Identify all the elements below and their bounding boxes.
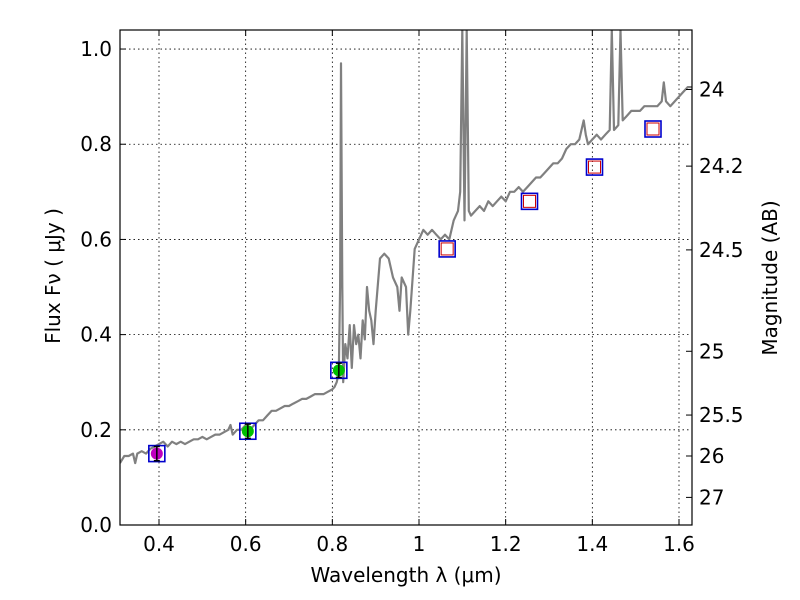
y-tick-label: 1.0 <box>80 37 112 61</box>
y-axis-label: Flux Fν ( μJy ) <box>41 208 65 344</box>
photometry-box <box>585 158 604 176</box>
model-flux-square <box>588 160 601 174</box>
spectrum-line <box>120 30 692 465</box>
photometry-point <box>585 158 604 176</box>
photometry-box <box>644 120 662 138</box>
right-tick-label: 24.2 <box>699 154 744 178</box>
photometry-box <box>438 240 456 258</box>
x-tick-label: 1 <box>413 532 426 556</box>
spectrum-series <box>120 30 692 465</box>
x-tick-label: 0.6 <box>230 532 262 556</box>
photometry-point <box>330 361 348 380</box>
model-flux-square <box>646 122 660 136</box>
model-flux-square <box>523 194 536 208</box>
grid <box>120 30 692 526</box>
x-axis-label: Wavelength λ (μm) <box>310 563 501 587</box>
x-axis-ticks: 0.4 0.6 0.8 1 1.2 1.4 1.6 <box>143 30 695 556</box>
right-axis-label: Magnitude (AB) <box>758 200 782 355</box>
x-tick-label: 0.4 <box>143 532 175 556</box>
plot-area <box>120 30 692 525</box>
photometry-box <box>520 192 539 211</box>
right-tick-label: 24.5 <box>699 238 744 262</box>
right-tick-label: 25 <box>699 339 724 363</box>
photometry-point <box>520 192 539 211</box>
x-tick-label: 1.6 <box>663 532 695 556</box>
right-tick-label: 25.5 <box>699 403 744 427</box>
photometry-box <box>239 422 257 441</box>
y-tick-label: 0.8 <box>80 132 112 156</box>
right-axis-ticks: 24 24.2 24.5 25 25.5 26 27 <box>686 77 744 509</box>
y-tick-label: 0.6 <box>80 227 112 251</box>
photometry-markers <box>148 120 662 463</box>
right-tick-label: 27 <box>699 485 724 509</box>
model-flux-square <box>440 242 454 256</box>
photometry-box <box>148 444 166 463</box>
x-tick-label: 1.2 <box>490 532 522 556</box>
y-tick-label: 0.4 <box>80 323 112 347</box>
photometry-box <box>330 361 348 380</box>
y-tick-label: 0.2 <box>80 418 112 442</box>
right-tick-label: 24 <box>699 77 724 101</box>
x-tick-label: 1.4 <box>576 532 608 556</box>
plot-frame <box>119 29 693 526</box>
x-tick-label: 0.8 <box>316 532 348 556</box>
right-tick-label: 26 <box>699 444 724 468</box>
y-tick-label: 0.0 <box>80 513 112 537</box>
photometry-point <box>148 444 166 463</box>
photometry-point <box>644 120 662 138</box>
photometry-point <box>239 422 257 441</box>
photometry-point <box>438 240 456 258</box>
y-axis-ticks: 0.0 0.2 0.4 0.6 0.8 1.0 <box>80 37 126 537</box>
